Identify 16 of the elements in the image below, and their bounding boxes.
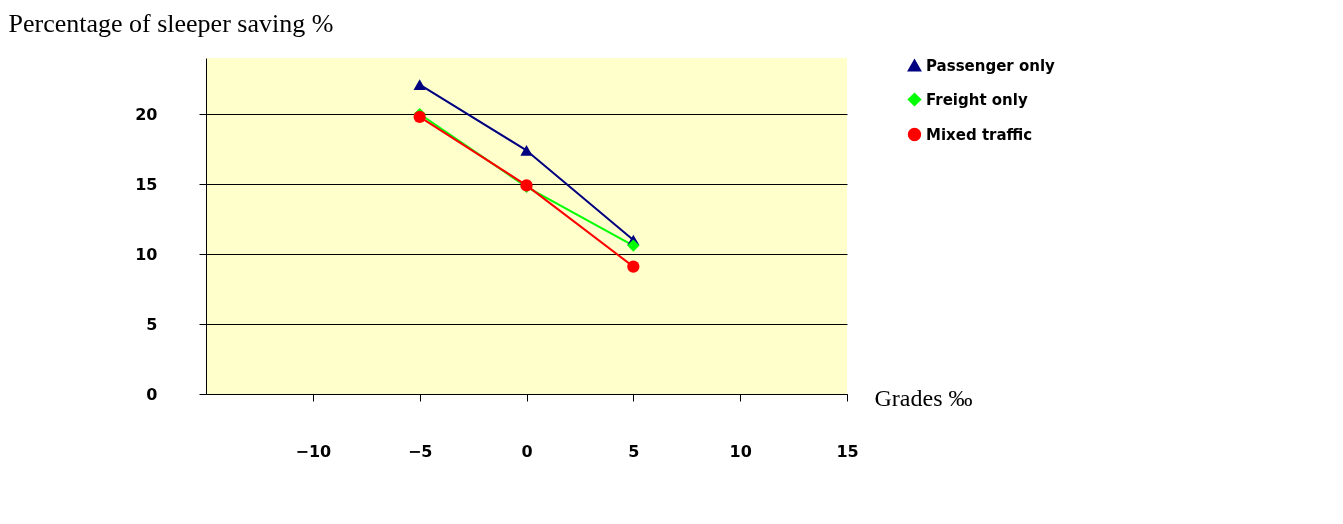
x-tick-label: 0: [521, 441, 533, 461]
x-tick-label: 15: [836, 441, 859, 461]
y-tick-label: 5: [146, 314, 158, 334]
legend-label: Passenger only: [926, 56, 1056, 75]
y-tick-label: 15: [135, 174, 158, 194]
y-tick-label: 10: [135, 244, 158, 264]
x-tick-label: 10: [729, 441, 752, 461]
x-tick-label: 5: [628, 441, 640, 461]
y-axis-title: Percentage of sleeper saving %: [8, 8, 334, 38]
y-tick-label: 20: [135, 104, 158, 124]
x-axis-title: Grades ‰: [874, 384, 973, 411]
y-tick-label: 0: [146, 384, 158, 404]
legend-label: Mixed traffic: [926, 125, 1033, 144]
legend-label: Freight only: [926, 90, 1028, 109]
x-tick-label: −5: [407, 441, 433, 461]
x-tick-label: −10: [295, 441, 332, 461]
